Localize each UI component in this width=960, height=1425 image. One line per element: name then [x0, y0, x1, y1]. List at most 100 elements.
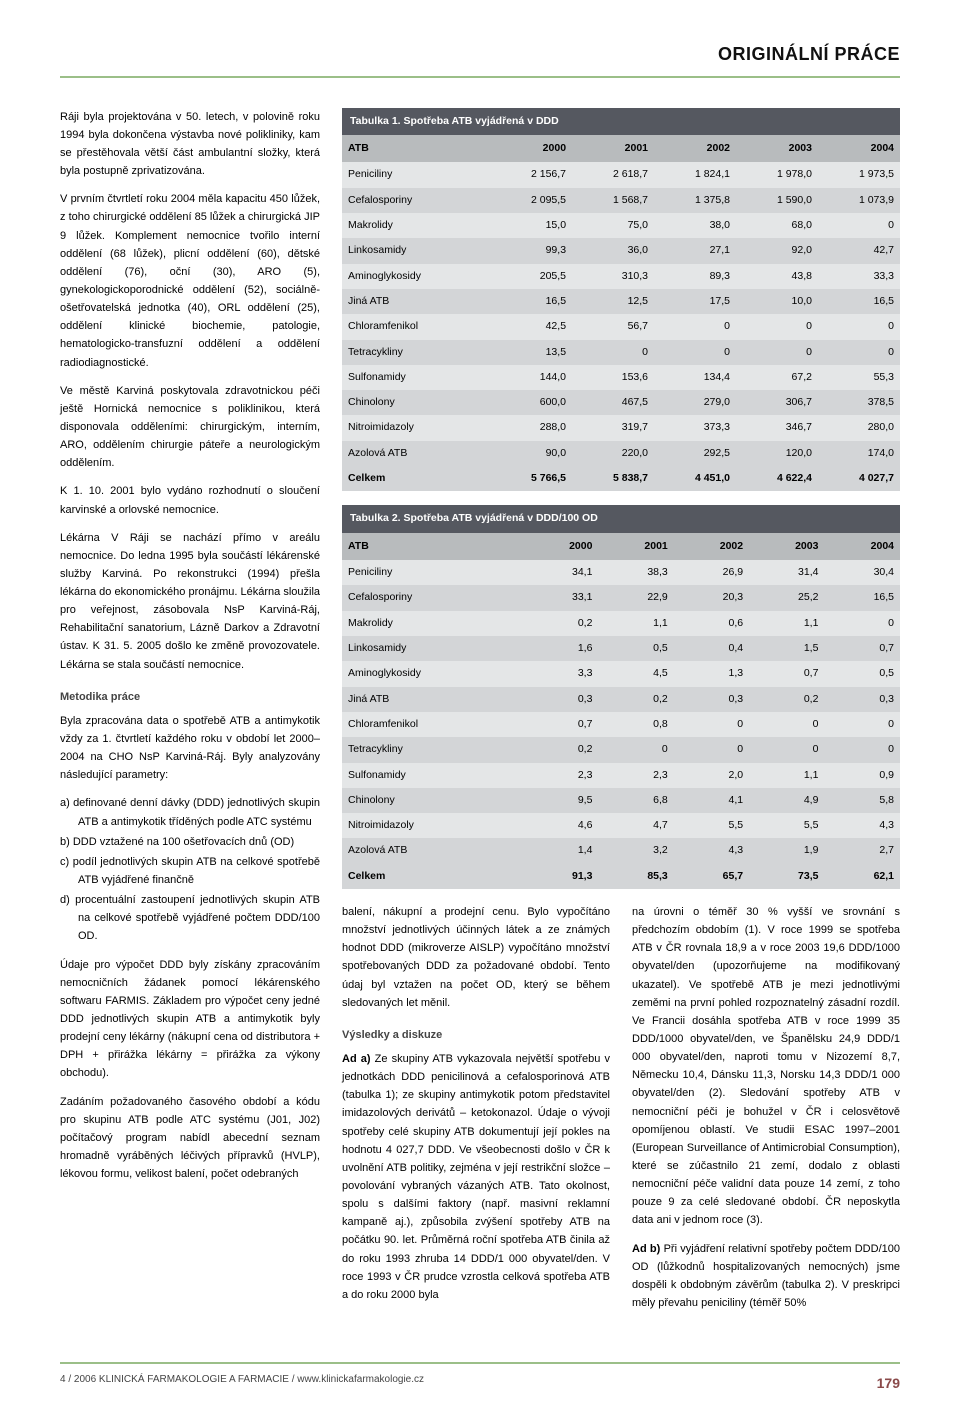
table-row: Tetracykliny0,20000: [342, 737, 900, 762]
cell-value: 9,5: [523, 788, 598, 813]
cell-value: 310,3: [572, 264, 654, 289]
cell-value: 1 073,9: [818, 188, 900, 213]
cell-value: 280,0: [818, 415, 900, 440]
table-row: Aminoglykosidy205,5310,389,343,833,3: [342, 264, 900, 289]
table-row: Nitroimidazoly4,64,75,55,54,3: [342, 813, 900, 838]
row-label: Linkosamidy: [342, 636, 523, 661]
table-1: Tabulka 1. Spotřeba ATB vyjádřená v DDD …: [342, 108, 900, 492]
row-label: Linkosamidy: [342, 238, 490, 263]
body-paragraph: Ad b) Při vyjádření relativní spotřeby p…: [632, 1240, 900, 1313]
row-label: Aminoglykosidy: [342, 264, 490, 289]
list-item: c) podíl jednotlivých skupin ATB na celk…: [60, 853, 320, 889]
cell-value: 42,7: [818, 238, 900, 263]
cell-value: 38,0: [654, 213, 736, 238]
cell-value: 65,7: [674, 864, 749, 889]
cell-value: 0: [818, 340, 900, 365]
cell-value: 319,7: [572, 415, 654, 440]
table-total-row: Celkem5 766,55 838,74 451,04 622,44 027,…: [342, 466, 900, 491]
cell-value: 36,0: [572, 238, 654, 263]
cell-value: 306,7: [736, 390, 818, 415]
body-paragraph: V prvním čtvrtletí roku 2004 měla kapaci…: [60, 190, 320, 371]
cell-value: 55,3: [818, 365, 900, 390]
table-row: Chinolony600,0467,5279,0306,7378,5: [342, 390, 900, 415]
cell-value: 99,3: [490, 238, 572, 263]
cell-value: 2 618,7: [572, 162, 654, 187]
table-title: Tabulka 2. Spotřeba ATB vyjádřená v DDD/…: [342, 505, 900, 532]
cell-value: 33,3: [818, 264, 900, 289]
cell-value: 1,5: [749, 636, 824, 661]
cell-value: 153,6: [572, 365, 654, 390]
cell-value: 1,1: [749, 763, 824, 788]
cell-value: 220,0: [572, 441, 654, 466]
bottom-two-columns: balení, nákupní a prodejní cenu. Bylo vy…: [342, 903, 900, 1322]
cell-value: 31,4: [749, 560, 824, 585]
table-row: Sulfonamidy144,0153,6134,467,255,3: [342, 365, 900, 390]
cell-value: 92,0: [736, 238, 818, 263]
cell-value: 205,5: [490, 264, 572, 289]
method-intro: Byla zpracována data o spotřebě ATB a an…: [60, 712, 320, 785]
body-paragraph: Údaje pro výpočet DDD byly získány zprac…: [60, 956, 320, 1083]
col-header: 2002: [654, 135, 736, 162]
cell-value: 288,0: [490, 415, 572, 440]
page-footer: 4 / 2006 KLINICKÁ FARMAKOLOGIE A FARMACI…: [60, 1362, 900, 1395]
cell-value: 5,5: [749, 813, 824, 838]
cell-value: 4 027,7: [818, 466, 900, 491]
body-paragraph: balení, nákupní a prodejní cenu. Bylo vy…: [342, 903, 610, 1012]
row-label: Tetracykliny: [342, 340, 490, 365]
page: ORIGINÁLNÍ PRÁCE Ráji byla projektována …: [0, 0, 960, 1425]
cell-value: 90,0: [490, 441, 572, 466]
row-label: Peniciliny: [342, 560, 523, 585]
cell-value: 16,5: [490, 289, 572, 314]
body-paragraph: K 1. 10. 2001 bylo vydáno rozhodnutí o s…: [60, 482, 320, 518]
col-header: ATB: [342, 533, 523, 560]
cell-value: 0,7: [824, 636, 900, 661]
cell-value: 4,5: [598, 661, 673, 686]
cell-value: 26,9: [674, 560, 749, 585]
results-paragraph: Ad a) Ze skupiny ATB vykazovala největší…: [342, 1050, 610, 1304]
cell-value: 0: [818, 314, 900, 339]
row-label: Azolová ATB: [342, 838, 523, 863]
cell-value: 346,7: [736, 415, 818, 440]
left-column: Ráji byla projektována v 50. letech, v p…: [60, 108, 320, 1322]
table-row: Peniciliny34,138,326,931,430,4: [342, 560, 900, 585]
table-row: Chinolony9,56,84,14,95,8: [342, 788, 900, 813]
cell-value: 5,8: [824, 788, 900, 813]
row-label: Celkem: [342, 466, 490, 491]
row-label: Azolová ATB: [342, 441, 490, 466]
table-header-row: ATB 2000 2001 2002 2003 2004: [342, 135, 900, 162]
table-row: Nitroimidazoly288,0319,7373,3346,7280,0: [342, 415, 900, 440]
right-column: Tabulka 1. Spotřeba ATB vyjádřená v DDD …: [342, 108, 900, 1322]
cell-value: 1,3: [674, 661, 749, 686]
cell-value: 467,5: [572, 390, 654, 415]
cell-value: 17,5: [654, 289, 736, 314]
cell-value: 600,0: [490, 390, 572, 415]
cell-value: 0: [749, 712, 824, 737]
cell-value: 0,2: [749, 687, 824, 712]
cell-value: 0,5: [824, 661, 900, 686]
row-label: Tetracykliny: [342, 737, 523, 762]
list-item: b) DDD vztažené na 100 ošetřovacích dnů …: [60, 833, 320, 851]
bottom-col-left: balení, nákupní a prodejní cenu. Bylo vy…: [342, 903, 610, 1322]
cell-value: 16,5: [818, 289, 900, 314]
table-row: Jiná ATB16,512,517,510,016,5: [342, 289, 900, 314]
cell-value: 75,0: [572, 213, 654, 238]
cell-value: 12,5: [572, 289, 654, 314]
row-label: Sulfonamidy: [342, 763, 523, 788]
row-label: Cefalosporiny: [342, 585, 523, 610]
row-label: Chinolony: [342, 390, 490, 415]
cell-value: 4 451,0: [654, 466, 736, 491]
cell-value: 174,0: [818, 441, 900, 466]
row-label: Sulfonamidy: [342, 365, 490, 390]
cell-value: 10,0: [736, 289, 818, 314]
row-label: Jiná ATB: [342, 289, 490, 314]
cell-value: 42,5: [490, 314, 572, 339]
col-header: ATB: [342, 135, 490, 162]
cell-value: 292,5: [654, 441, 736, 466]
cell-value: 0,2: [598, 687, 673, 712]
col-header: 2003: [736, 135, 818, 162]
row-label: Cefalosporiny: [342, 188, 490, 213]
cell-value: 120,0: [736, 441, 818, 466]
cell-value: 5 838,7: [572, 466, 654, 491]
table-row: Makrolidy0,21,10,61,10: [342, 611, 900, 636]
row-label: Nitroimidazoly: [342, 813, 523, 838]
